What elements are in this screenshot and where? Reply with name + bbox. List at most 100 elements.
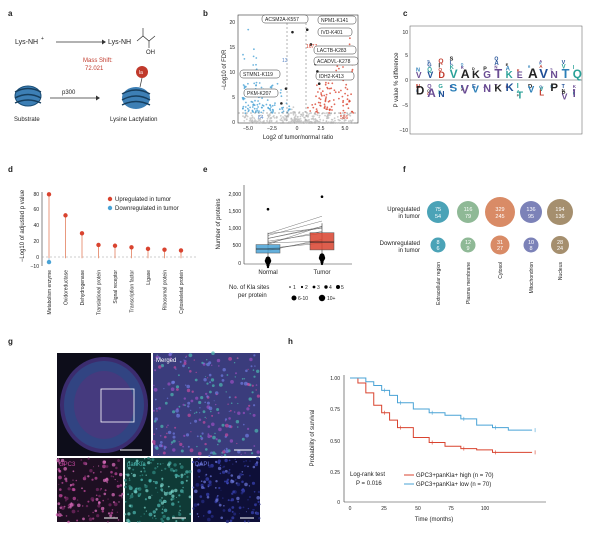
merged-texture [152, 351, 260, 457]
volcano-point [249, 117, 252, 120]
texture-speck [184, 473, 186, 476]
volcano-point [333, 121, 336, 124]
texture-speck [255, 461, 259, 464]
texture-speck [147, 461, 151, 465]
volcano-point [350, 93, 352, 96]
volcano-point [332, 99, 335, 101]
texture-speck [170, 443, 172, 445]
motif-letter: A [461, 67, 470, 81]
dapi-image [193, 458, 260, 522]
volcano-point [263, 120, 265, 122]
texture-speck [204, 475, 207, 477]
volcano-point [244, 86, 246, 89]
texture-speck [168, 352, 172, 356]
texture-speck [227, 508, 232, 512]
volcano-point [274, 122, 277, 124]
texture-speck [92, 517, 95, 520]
volcano-point [253, 107, 256, 110]
texture-speck [180, 473, 184, 477]
texture-speck [200, 396, 204, 400]
volcano-point [247, 104, 250, 107]
texture-speck [75, 479, 78, 482]
texture-speck [208, 373, 212, 377]
volcano-point [325, 120, 328, 122]
texture-speck [241, 489, 246, 493]
texture-speck [215, 393, 218, 396]
texture-speck [252, 369, 255, 371]
texture-speck [71, 509, 76, 514]
texture-speck [58, 511, 60, 513]
motif-letter: R [550, 84, 553, 89]
texture-speck [209, 475, 212, 478]
motif-letter: A [539, 58, 542, 63]
bubble-down [551, 236, 569, 254]
texture-speck [217, 461, 221, 465]
texture-speck [145, 489, 149, 493]
volcano-point [244, 109, 247, 112]
volcano-point [309, 110, 312, 112]
volcano-point [324, 83, 327, 86]
volcano-point [284, 114, 286, 117]
motif-letter: V [450, 67, 458, 81]
texture-speck [95, 487, 99, 492]
motif-letter: K [539, 62, 542, 66]
volcano-point [304, 121, 307, 124]
texture-speck [200, 437, 204, 440]
la-mark: la [139, 70, 143, 76]
x-tick: 50 [415, 506, 421, 512]
texture-speck [185, 479, 188, 482]
volcano-point [254, 99, 256, 102]
texture-speck [155, 446, 159, 450]
volcano-point [334, 91, 337, 94]
motif-letters: VNNSDVQGSQQDADQIQGNGNVKLSESARQEVVKDEVGPA… [416, 57, 582, 102]
volcano-point [300, 113, 302, 116]
bubble-down [430, 237, 446, 253]
texture-speck [192, 460, 195, 464]
texture-speck [121, 497, 123, 499]
volcano-point [306, 120, 308, 122]
texture-speck [112, 501, 116, 504]
y-tick: 80 [33, 192, 39, 198]
legend-dot-1 [289, 286, 291, 288]
volcano-point [258, 82, 261, 84]
texture-speck [254, 428, 259, 433]
texture-speck [186, 388, 191, 393]
volcano-point [336, 116, 339, 118]
texture-speck [156, 410, 158, 412]
motif-letter: P [573, 87, 576, 92]
texture-speck [205, 477, 210, 481]
volcano-point [295, 121, 297, 124]
texture-speck [147, 456, 150, 460]
texture-speck [203, 515, 205, 517]
texture-speck [127, 512, 131, 516]
motif-letter: K [573, 84, 577, 89]
y-tick: 2,000 [228, 192, 241, 198]
texture-speck [61, 506, 65, 510]
volcano-point [306, 121, 309, 124]
volcano-point [267, 116, 270, 118]
volcano-point [317, 101, 320, 104]
texture-speck [131, 472, 133, 475]
panel-h: h Probability of survival Time (months) … [288, 337, 546, 523]
motif-letter: K [506, 82, 514, 94]
volcano-point [340, 114, 342, 117]
volcano-point [350, 121, 353, 123]
texture-speck [161, 519, 165, 523]
volcano-point [251, 116, 254, 118]
volcano-point [297, 118, 300, 121]
texture-speck [216, 495, 219, 498]
motif-letter: Q [427, 89, 430, 93]
texture-speck [103, 492, 107, 496]
volcano-point [348, 99, 351, 102]
texture-speck [157, 454, 159, 455]
texture-speck [192, 486, 195, 489]
texture-speck [88, 517, 93, 521]
volcano-point [337, 121, 340, 124]
texture-speck [159, 463, 162, 465]
volcano-point [312, 115, 315, 118]
texture-speck [201, 499, 205, 504]
texture-speck [214, 391, 219, 395]
category-label: Translational protein [97, 270, 103, 315]
volcano-xlabel: Log2 of tumor/normal ratio [263, 135, 334, 141]
motif-letter: I [506, 85, 507, 89]
